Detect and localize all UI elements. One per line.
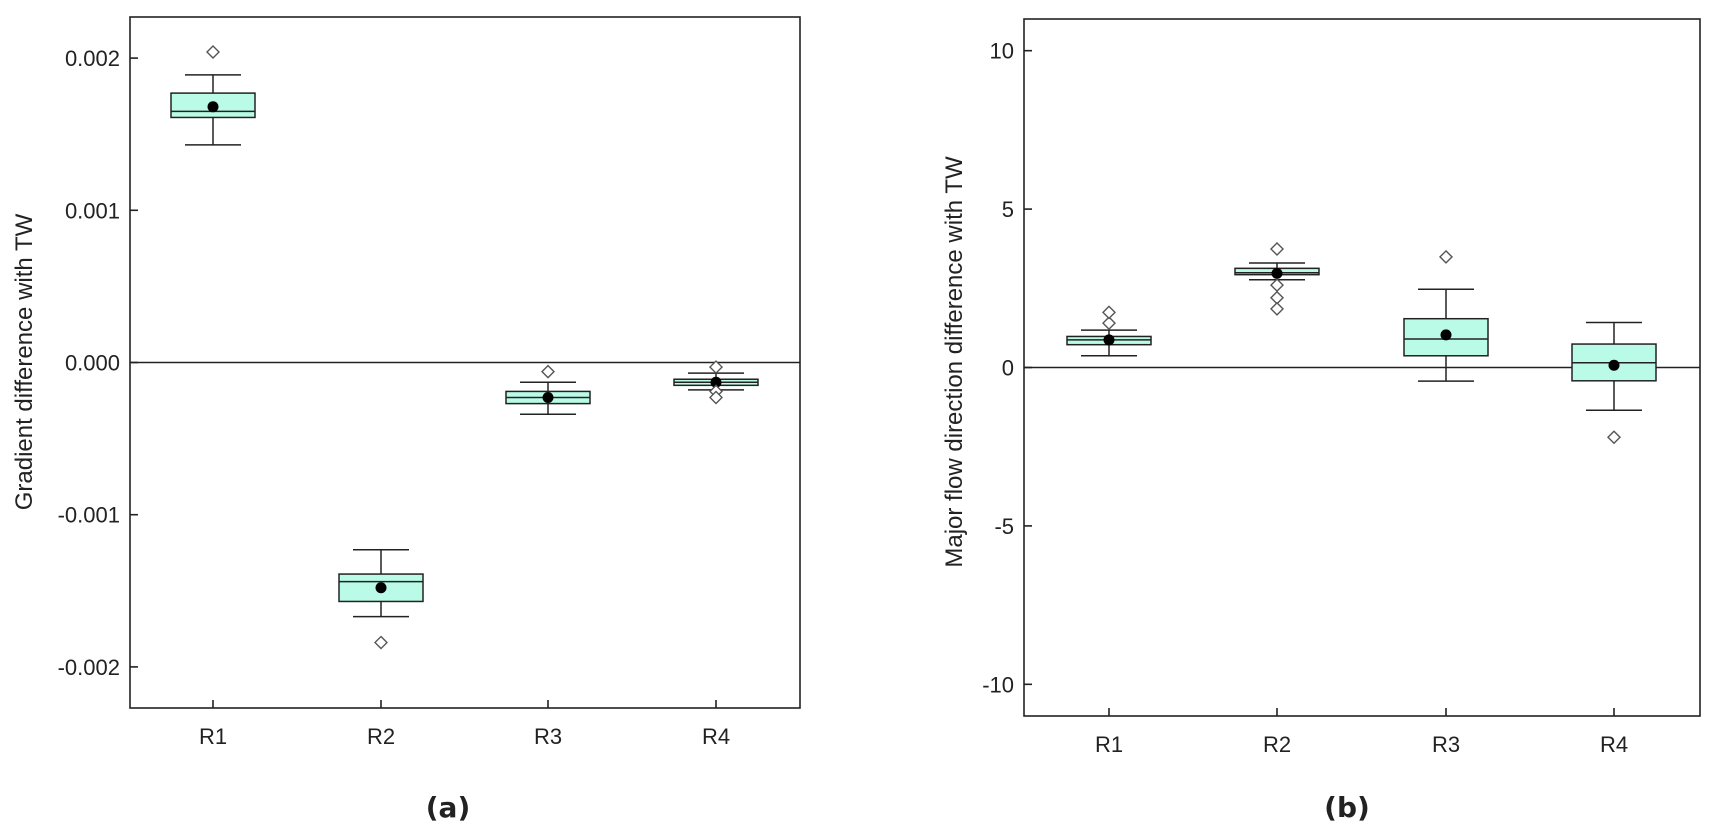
outlier-marker (1270, 301, 1284, 316)
y-tick-label: 0.000 (65, 351, 120, 376)
y-tick-label: 0.001 (65, 198, 120, 223)
outlier-marker (709, 360, 723, 375)
y-tick-label: -0.001 (58, 503, 120, 528)
panel-b-flow-direction-difference: -10 -5 0 5 10 R1 R2 R3 R4 Major flow direction … (941, 18, 1701, 824)
panel-a-y-axis-title: Gradient difference with TW (11, 213, 38, 510)
y-tick-label: -5 (994, 514, 1014, 539)
box-r1 (1066, 305, 1152, 357)
box-r1 (170, 45, 256, 146)
x-tick-label: R3 (1432, 732, 1460, 757)
x-tick-label: R4 (1600, 732, 1628, 757)
mean-marker (542, 392, 554, 404)
outlier-marker (1607, 430, 1621, 445)
panel-a-label: (a) (426, 791, 471, 824)
outlier-marker (1439, 249, 1453, 264)
x-tick-label: R1 (1095, 732, 1123, 757)
panel-a-y-ticks: -0.002 -0.001 0.000 0.001 0.002 (58, 46, 138, 680)
x-tick-label: R2 (367, 724, 395, 749)
outlier-marker (1102, 305, 1116, 320)
panel-a-gradient-difference: -0.002 -0.001 0.000 0.001 0.002 R1 R2 R3 R4 Gra… (11, 16, 801, 824)
outlier-marker (1270, 242, 1284, 256)
panel-b-x-ticks: R1 R2 R3 R4 (1095, 708, 1628, 757)
panel-b-y-axis-title: Major flow direction difference with TW (941, 156, 968, 568)
box-r2 (1234, 242, 1320, 316)
outlier-marker (1102, 316, 1116, 331)
mean-marker (1440, 329, 1452, 341)
outlier-marker (1270, 278, 1284, 293)
y-tick-label: 0 (1002, 356, 1014, 381)
outlier-marker (374, 635, 388, 650)
panel-a-boxes (170, 45, 759, 650)
panel-b-boxes (1066, 242, 1657, 445)
box-r4 (673, 360, 759, 405)
mean-marker (207, 101, 219, 113)
x-tick-label: R4 (702, 724, 730, 749)
box-r2 (338, 548, 424, 650)
outlier-marker (709, 390, 723, 405)
mean-marker (710, 376, 722, 388)
panel-b-y-ticks: -10 -5 0 5 10 (982, 39, 1032, 697)
x-tick-label: R2 (1263, 732, 1291, 757)
y-tick-label: -10 (982, 672, 1014, 697)
panel-a-x-ticks: R1 R2 R3 R4 (199, 700, 730, 749)
panel-b-label: (b) (1324, 791, 1370, 824)
y-tick-label: -0.002 (58, 655, 120, 680)
box-r4 (1571, 321, 1657, 445)
x-tick-label: R3 (534, 724, 562, 749)
mean-marker (375, 582, 387, 594)
mean-marker (1271, 267, 1283, 279)
y-tick-label: 10 (990, 39, 1014, 64)
outlier-marker (541, 364, 555, 379)
box-r3 (505, 364, 591, 415)
y-tick-label: 5 (1002, 197, 1014, 222)
mean-marker (1608, 359, 1620, 371)
box-r3 (1403, 249, 1489, 382)
mean-marker (1103, 334, 1115, 346)
outlier-marker (206, 45, 220, 59)
y-tick-label: 0.002 (65, 46, 120, 71)
x-tick-label: R1 (199, 724, 227, 749)
